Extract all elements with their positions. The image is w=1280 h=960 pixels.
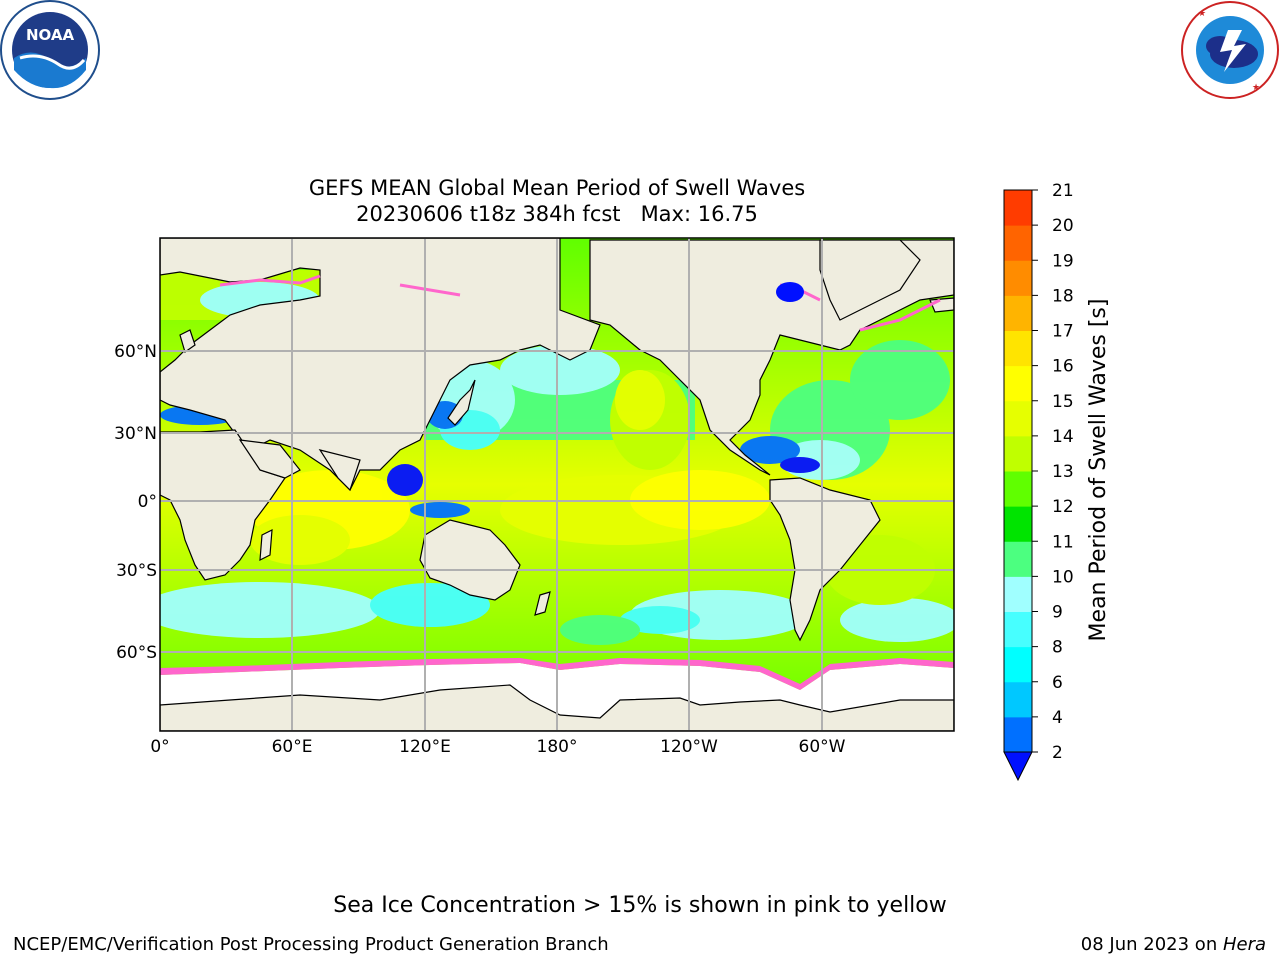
lon-label-60e: 60°E <box>272 737 313 757</box>
colorbar-segment <box>1004 260 1032 296</box>
colorbar-tick-label: 9 <box>1052 603 1063 623</box>
colorbar-segment <box>1004 400 1032 437</box>
colorbar-segment <box>1004 435 1032 472</box>
lat-label-30s: 30°S <box>116 561 157 581</box>
footer-machine: Hera <box>1223 934 1266 955</box>
svg-text:★: ★ <box>1252 83 1260 93</box>
colorbar-segment <box>1004 225 1032 261</box>
colorbar-label: Mean Period of Swell Waves [s] <box>1086 299 1111 642</box>
colorbar-segment <box>1004 716 1032 753</box>
colorbar-segment <box>1004 576 1032 612</box>
lon-labels: 0° 60°E 120°E 180° 120°W 60°W <box>150 737 845 757</box>
land-greenland <box>819 239 921 321</box>
colorbar-tick-label: 4 <box>1052 708 1063 728</box>
colorbar-tick-label: 20 <box>1052 216 1074 236</box>
colorbar-tick-label: 11 <box>1052 532 1074 552</box>
colorbar-tick-label: 2 <box>1052 743 1063 763</box>
sea-ice-south <box>160 658 954 690</box>
map-panel <box>160 238 954 731</box>
colorbar-tick-label: 19 <box>1052 251 1074 271</box>
colorbar-tick-label: 21 <box>1052 181 1074 201</box>
sea-ice-note: Sea Ice Concentration > 15% is shown in … <box>333 893 947 918</box>
hudson-bay-field <box>776 282 804 302</box>
colorbar-segment <box>1004 471 1032 507</box>
land-uk <box>179 329 196 353</box>
colorbar-segment <box>1004 646 1032 683</box>
colorbar-tick-label: 18 <box>1052 286 1074 306</box>
lon-label-60w: 60°W <box>799 737 846 757</box>
lon-label-180: 180° <box>537 737 578 757</box>
colorbar-tick-label: 15 <box>1052 392 1074 412</box>
nws-logo: ★ ★ <box>1181 1 1279 99</box>
land-india <box>318 449 361 492</box>
land-iceland <box>929 297 954 313</box>
lat-label-0: 0° <box>138 492 157 512</box>
colorbar-segment <box>1004 506 1032 542</box>
lon-label-120w: 120°W <box>660 737 718 757</box>
colorbar-segment <box>1004 611 1032 648</box>
footer-credit: NCEP/EMC/Verification Post Processing Pr… <box>13 934 609 955</box>
lat-label-60n: 60°N <box>114 342 157 362</box>
colorbar-tick-label: 14 <box>1052 427 1074 447</box>
lat-label-60s: 60°S <box>116 643 157 663</box>
footer-date: 08 Jun 2023 on Hera <box>1081 934 1266 955</box>
map-frame <box>159 237 955 732</box>
colorbar-segment <box>1004 295 1032 331</box>
colorbar-tick-label: 16 <box>1052 357 1074 377</box>
lat-labels: 60°N 30°N 0° 30°S 60°S <box>114 342 157 663</box>
colorbar-segment <box>1004 541 1032 577</box>
land-madagascar <box>259 528 273 562</box>
gridlines <box>160 238 954 731</box>
colorbar-tick-label: 12 <box>1052 497 1074 517</box>
land-masses <box>160 238 954 642</box>
land-new-zealand <box>534 591 551 616</box>
colorbar-tick-label: 17 <box>1052 322 1074 342</box>
land-antarctica <box>160 684 954 731</box>
colorbar: 2 4 6 8 9 10 11 12 13 14 15 16 17 18 19 20 21 <box>1003 181 1074 782</box>
footer-date-text: 08 Jun 2023 on <box>1081 934 1223 955</box>
svg-text:★: ★ <box>1198 9 1206 19</box>
land-south-america <box>769 477 881 642</box>
colorbar-tick-label: 13 <box>1052 462 1074 482</box>
title-line-1: GEFS MEAN Global Mean Period of Swell Wa… <box>309 176 805 200</box>
colorbar-segment <box>1004 365 1032 402</box>
land-japan <box>447 379 476 426</box>
colorbar-extend-min <box>1003 751 1033 782</box>
colorbar-tick-label: 10 <box>1052 567 1074 587</box>
colorbar-tick-label: 6 <box>1052 673 1063 693</box>
noaa-logo: NOAA <box>0 0 100 100</box>
lon-label-120e: 120°E <box>399 737 451 757</box>
colorbar-tick-label: 8 <box>1052 638 1063 658</box>
noaa-logo-text: NOAA <box>26 26 75 44</box>
lat-label-30n: 30°N <box>114 424 157 444</box>
colorbar-segment <box>1004 190 1032 226</box>
colorbar-segment <box>1004 681 1032 718</box>
lon-label-0: 0° <box>150 737 169 757</box>
land-arabia <box>238 439 301 479</box>
land-australia <box>419 519 521 601</box>
colorbar-segment <box>1004 330 1032 367</box>
title-line-2: 20230606 t18z 384h fcst Max: 16.75 <box>356 202 758 226</box>
